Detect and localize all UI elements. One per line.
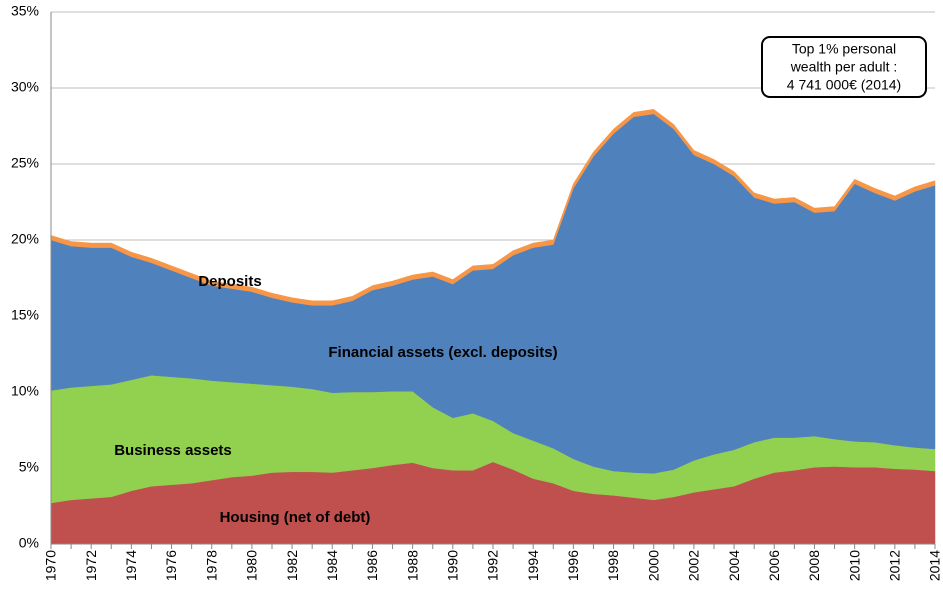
x-tick-group: 2004: [726, 550, 742, 581]
x-tick-label: 1972: [83, 550, 99, 581]
x-tick-label: 2012: [887, 550, 903, 581]
y-tick-label: 5%: [19, 459, 39, 475]
x-tick-group: 1984: [324, 550, 340, 581]
x-tick-label: 1984: [324, 550, 340, 581]
x-tick-label: 1988: [404, 550, 420, 581]
series-label: Deposits: [198, 273, 261, 290]
x-tick-label: 2008: [806, 550, 822, 581]
x-tick-label: 2000: [645, 550, 661, 581]
annotation-line: 4 741 000€ (2014): [787, 77, 901, 93]
x-tick-label: 1992: [485, 550, 501, 581]
x-tick-group: 1986: [364, 550, 380, 581]
x-tick-label: 1994: [525, 550, 541, 581]
y-tick-label: 30%: [11, 79, 39, 95]
x-tick-group: 2010: [846, 550, 862, 581]
x-tick-label: 1970: [43, 550, 59, 581]
x-tick-group: 1996: [565, 550, 581, 581]
series-label: Business assets: [114, 442, 232, 459]
x-tick-label: 1990: [445, 550, 461, 581]
x-tick-group: 1972: [83, 550, 99, 581]
x-tick-group: 2006: [766, 550, 782, 581]
x-tick-group: 1998: [605, 550, 621, 581]
series-label: Housing (net of debt): [220, 509, 371, 526]
annotation-box: [761, 36, 927, 98]
y-tick-label: 0%: [19, 535, 39, 551]
x-tick-label: 2010: [846, 550, 862, 581]
x-tick-group: 1978: [203, 550, 219, 581]
x-tick-group: 1974: [123, 550, 139, 581]
x-tick-group: 1976: [163, 550, 179, 581]
y-tick-label: 35%: [11, 3, 39, 19]
annotation-line: Top 1% personal: [792, 41, 896, 57]
x-tick-label: 1998: [605, 550, 621, 581]
series-label: Financial assets (excl. deposits): [328, 344, 557, 361]
x-tick-label: 1986: [364, 550, 380, 581]
x-tick-label: 2006: [766, 550, 782, 581]
x-tick-group: 1994: [525, 550, 541, 581]
y-tick-label: 25%: [11, 155, 39, 171]
x-tick-group: 2012: [887, 550, 903, 581]
y-tick-label: 15%: [11, 307, 39, 323]
y-tick-label: 10%: [11, 383, 39, 399]
x-tick-label: 2002: [686, 550, 702, 581]
x-tick-group: 2014: [927, 550, 943, 581]
x-tick-label: 1980: [244, 550, 260, 581]
x-tick-group: 1992: [485, 550, 501, 581]
x-tick-label: 1978: [203, 550, 219, 581]
x-tick-group: 1982: [284, 550, 300, 581]
x-tick-label: 2004: [726, 550, 742, 581]
x-tick-group: 1990: [445, 550, 461, 581]
x-tick-group: 1988: [404, 550, 420, 581]
x-tick-label: 1974: [123, 550, 139, 581]
area: [50, 109, 936, 306]
x-tick-label: 1996: [565, 550, 581, 581]
y-tick-label: 20%: [11, 231, 39, 247]
x-tick-label: 2014: [927, 550, 943, 581]
x-tick-label: 1982: [284, 550, 300, 581]
x-tick-group: 1970: [43, 550, 59, 581]
annotation-line: wealth per adult :: [790, 59, 898, 75]
x-tick-group: 2002: [686, 550, 702, 581]
x-tick-group: 2000: [645, 550, 661, 581]
x-tick-label: 1976: [163, 550, 179, 581]
x-tick-group: 1980: [244, 550, 260, 581]
x-tick-group: 2008: [806, 550, 822, 581]
